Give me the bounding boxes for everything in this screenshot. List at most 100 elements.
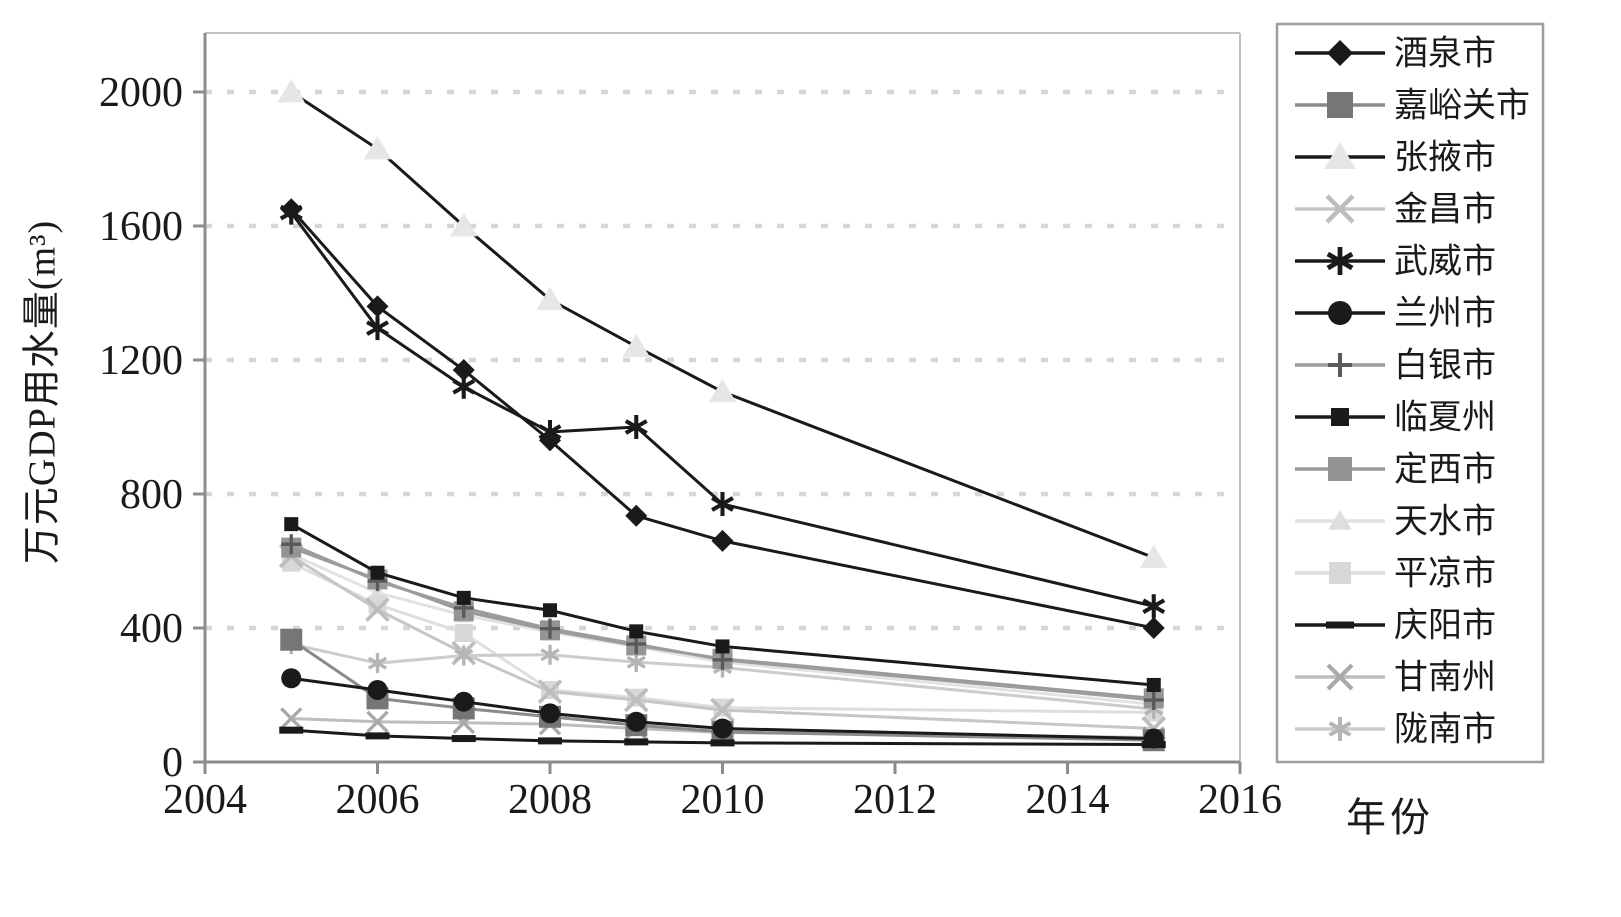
- legend-marker-甘南州-icon-shape: [1326, 663, 1354, 691]
- series-marker-武威市-2009: [624, 414, 648, 439]
- series-marker-张掖市-2005: [277, 78, 305, 103]
- series-marker-临夏州-2005: [284, 517, 299, 532]
- series-marker-酒泉市-2015-shape: [1142, 616, 1165, 639]
- legend-marker-张掖市-icon-shape: [1324, 142, 1356, 169]
- y-tick-label-2000: 2000: [99, 70, 183, 116]
- series-marker-金昌市-2009-shape: [623, 687, 649, 713]
- y-tick-label-400: 400: [120, 606, 183, 652]
- series-marker-武威市-2010-shape: [711, 492, 734, 517]
- series-marker-酒泉市-2007-shape: [452, 359, 475, 382]
- series-marker-临夏州-2009-shape: [629, 624, 644, 639]
- series-marker-庆阳市-2010-shape: [710, 739, 735, 747]
- series-marker-临夏州-2009: [629, 624, 644, 639]
- series-marker-兰州市-2005-shape: [281, 668, 302, 689]
- series-marker-平凉市-2006: [368, 595, 387, 614]
- y-tick-label-1200: 1200: [99, 338, 183, 384]
- legend-label-甘南州: 甘南州: [1394, 659, 1496, 697]
- series-marker-金昌市-2008: [537, 679, 563, 704]
- legend-marker-武威市-icon: [1326, 247, 1354, 275]
- legend-label-张掖市: 张掖市: [1394, 139, 1496, 177]
- series-marker-兰州市-2005: [281, 668, 302, 689]
- legend-label-庆阳市: 庆阳市: [1394, 607, 1496, 645]
- legend-marker-兰州市-icon: [1328, 301, 1352, 325]
- series-marker-临夏州-2015: [1146, 677, 1161, 692]
- series-marker-兰州市-2008-shape: [540, 703, 560, 724]
- series-marker-庆阳市-2006: [365, 732, 390, 740]
- series-marker-酒泉市-2007: [452, 359, 475, 382]
- legend-marker-庆阳市-icon-shape: [1326, 621, 1354, 629]
- series-marker-平凉市-2007: [454, 624, 473, 643]
- y-tick-label-0: 0: [162, 740, 183, 786]
- series-marker-陇南市-2006-shape: [367, 653, 388, 674]
- series-marker-武威市-2010: [711, 492, 734, 517]
- legend-marker-嘉峪关市-icon: [1327, 92, 1353, 118]
- legend-marker-金昌市-icon-shape: [1325, 194, 1355, 224]
- x-tick-label-2016: 2016: [1198, 777, 1282, 823]
- series-marker-张掖市-2010-shape: [708, 378, 737, 403]
- series-marker-甘南州-2005-shape: [280, 707, 303, 730]
- series-marker-陇南市-2009: [626, 652, 646, 673]
- series-marker-酒泉市-2006-shape: [366, 295, 389, 318]
- series-marker-甘南州-2006: [366, 710, 389, 734]
- series-marker-金昌市-2008-shape: [537, 679, 563, 704]
- y-axis-title: 万元GDP用水量(m³): [21, 219, 64, 565]
- legend-marker-兰州市-icon-shape: [1328, 301, 1352, 325]
- legend-marker-平凉市-icon: [1329, 562, 1351, 584]
- y-tick-label-1600: 1600: [99, 204, 183, 250]
- series-marker-武威市-2015: [1142, 594, 1166, 619]
- x-tick-label-2014: 2014: [1026, 777, 1110, 823]
- legend-marker-临夏州-icon: [1331, 408, 1349, 426]
- series-marker-张掖市-2008-shape: [536, 286, 564, 311]
- series-marker-张掖市-2015-shape: [1140, 544, 1168, 569]
- series-marker-酒泉市-2009-shape: [625, 504, 648, 527]
- legend-marker-武威市-icon-shape: [1326, 247, 1354, 275]
- series-marker-张掖市-2009-shape: [622, 333, 650, 357]
- x-axis-title: 年份: [1346, 795, 1434, 840]
- series-marker-陇南市-2008-shape: [540, 644, 560, 665]
- legend-label-白银市: 白银市: [1394, 347, 1496, 385]
- series-marker-兰州市-2007: [453, 691, 474, 712]
- series-marker-兰州市-2009: [626, 711, 647, 732]
- series-marker-陇南市-2009-shape: [626, 652, 646, 673]
- legend-label-平凉市: 平凉市: [1394, 555, 1496, 593]
- series-marker-临夏州-2006-shape: [370, 565, 385, 580]
- legend-label-金昌市: 金昌市: [1394, 191, 1496, 229]
- series-marker-酒泉市-2010-shape: [711, 529, 734, 552]
- legend-marker-庆阳市-icon: [1326, 621, 1354, 629]
- series-marker-酒泉市-2010: [711, 529, 734, 552]
- series-marker-临夏州-2005-shape: [284, 517, 299, 532]
- legend-marker-临夏州-icon-shape: [1331, 408, 1349, 426]
- series-marker-兰州市-2006: [367, 679, 388, 700]
- series-marker-酒泉市-2006: [366, 295, 389, 318]
- series-marker-庆阳市-2009: [624, 738, 649, 746]
- legend-label-兰州市: 兰州市: [1394, 295, 1496, 333]
- legend-marker-天水市-icon-shape: [1328, 510, 1352, 530]
- legend-marker-定西市-icon: [1328, 457, 1352, 481]
- series-marker-庆阳市-2007-shape: [451, 735, 476, 743]
- series-marker-临夏州-2010: [715, 639, 730, 654]
- series-marker-武威市-2006: [366, 316, 389, 341]
- series-marker-金昌市-2006-shape: [365, 597, 390, 622]
- legend-marker-定西市-icon-shape: [1328, 457, 1352, 481]
- legend-label-嘉峪关市: 嘉峪关市: [1394, 87, 1530, 125]
- legend-label-临夏州: 临夏州: [1394, 399, 1496, 437]
- series-marker-白银市-2008-shape: [540, 618, 560, 639]
- series-marker-临夏州-2015-shape: [1146, 677, 1161, 692]
- series-marker-张掖市-2009: [622, 333, 650, 357]
- legend-label-武威市: 武威市: [1394, 243, 1496, 281]
- series-marker-临夏州-2006: [370, 565, 385, 580]
- series-marker-甘南州-2005: [280, 707, 303, 730]
- series-marker-陇南市-2006: [367, 653, 388, 674]
- series-marker-酒泉市-2005: [280, 198, 303, 221]
- series-marker-庆阳市-2010: [710, 739, 735, 747]
- series-marker-张掖市-2007-shape: [450, 212, 478, 237]
- series-marker-张掖市-2010: [708, 378, 737, 403]
- series-marker-白银市-2015-shape: [1143, 690, 1164, 711]
- series-marker-临夏州-2007-shape: [456, 590, 471, 605]
- series-marker-临夏州-2010-shape: [715, 639, 730, 654]
- series-marker-张掖市-2005-shape: [277, 78, 305, 103]
- series-marker-平凉市-2006-shape: [368, 595, 387, 614]
- series-line-张掖市: [290, 90, 1155, 560]
- series-marker-金昌市-2006: [365, 597, 390, 622]
